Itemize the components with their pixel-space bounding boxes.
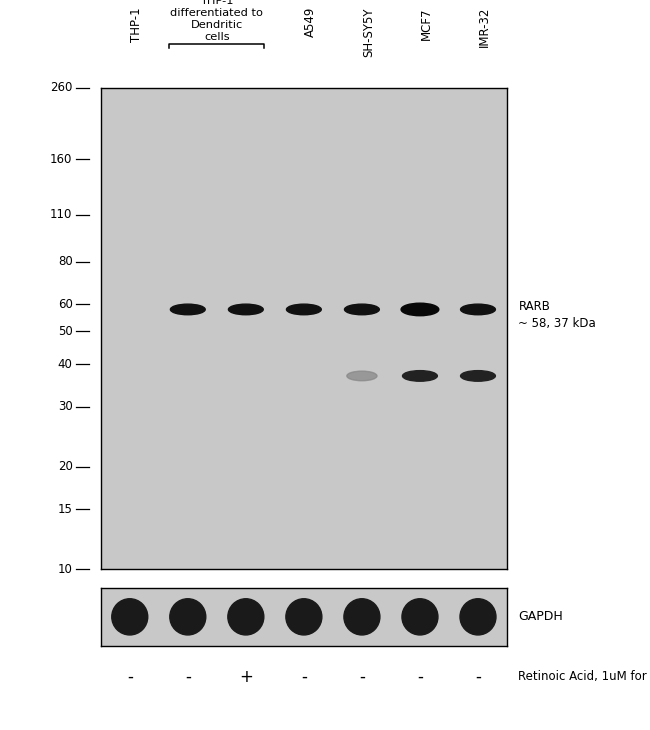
Ellipse shape — [347, 371, 377, 381]
Text: Retinoic Acid, 1uM for 24 hr: Retinoic Acid, 1uM for 24 hr — [519, 670, 650, 683]
Text: 30: 30 — [58, 401, 73, 413]
Ellipse shape — [344, 304, 380, 315]
Text: -: - — [301, 668, 307, 685]
Text: A549: A549 — [304, 7, 317, 37]
Ellipse shape — [287, 304, 321, 315]
Text: 160: 160 — [50, 153, 73, 166]
Text: GAPDH: GAPDH — [519, 610, 563, 623]
Ellipse shape — [170, 599, 206, 635]
Text: IMR-32: IMR-32 — [478, 7, 491, 47]
Text: -: - — [359, 668, 365, 685]
Text: SH-SY5Y: SH-SY5Y — [362, 7, 375, 56]
Text: 10: 10 — [58, 563, 73, 576]
Ellipse shape — [286, 599, 322, 635]
Text: 110: 110 — [50, 208, 73, 221]
Text: 260: 260 — [50, 81, 73, 94]
Text: 80: 80 — [58, 255, 73, 269]
Ellipse shape — [170, 304, 205, 315]
Text: -: - — [127, 668, 133, 685]
Text: 15: 15 — [58, 503, 73, 516]
Ellipse shape — [112, 599, 148, 635]
Ellipse shape — [460, 599, 496, 635]
Ellipse shape — [344, 599, 380, 635]
Text: 60: 60 — [58, 298, 73, 311]
Text: +: + — [239, 668, 253, 685]
Text: MCF7: MCF7 — [420, 7, 433, 39]
Text: 50: 50 — [58, 325, 73, 338]
Text: -: - — [475, 668, 481, 685]
Text: 20: 20 — [58, 461, 73, 473]
Ellipse shape — [402, 599, 438, 635]
Ellipse shape — [402, 371, 437, 381]
Text: -: - — [185, 668, 190, 685]
Text: THP-1
differentiated to
Dendritic
cells: THP-1 differentiated to Dendritic cells — [170, 0, 263, 42]
Ellipse shape — [461, 371, 495, 381]
Text: -: - — [417, 668, 423, 685]
Ellipse shape — [401, 303, 439, 315]
Text: 40: 40 — [58, 358, 73, 371]
Ellipse shape — [228, 599, 264, 635]
Text: RARB
~ 58, 37 kDa: RARB ~ 58, 37 kDa — [519, 299, 596, 330]
Ellipse shape — [461, 304, 495, 315]
Text: THP-1: THP-1 — [130, 7, 143, 42]
Ellipse shape — [228, 304, 263, 315]
